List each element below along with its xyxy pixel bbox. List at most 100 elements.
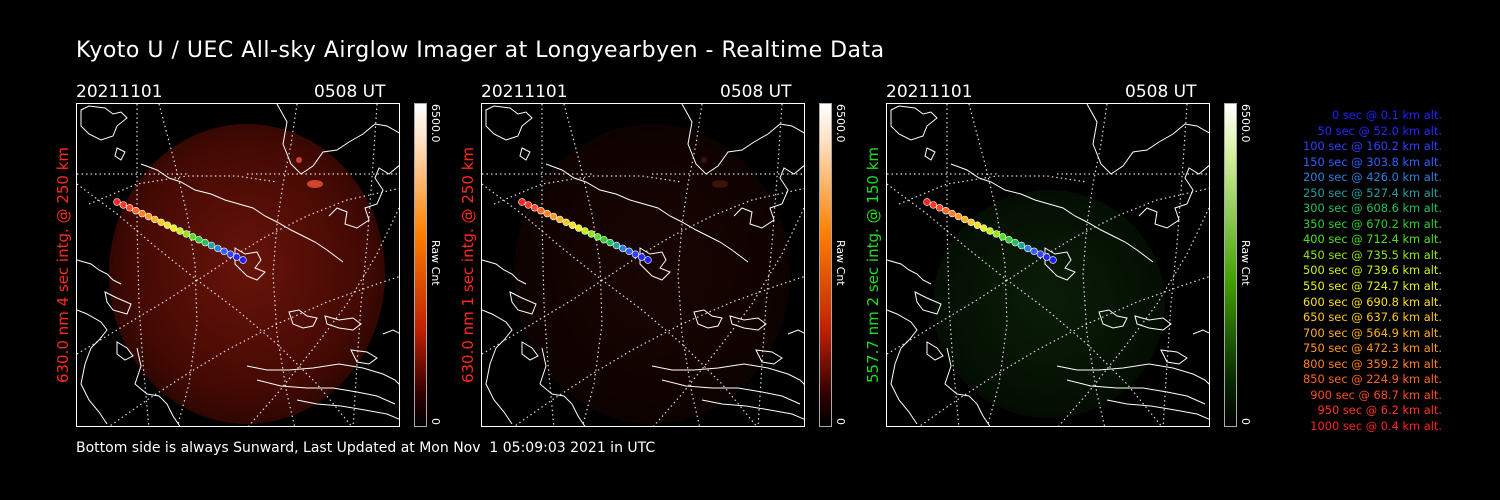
- trajectory-point: [1017, 241, 1026, 250]
- coastline: [950, 163, 1154, 263]
- legend-row: 0 sec @ 0.1 km alt.: [1332, 108, 1442, 122]
- trajectory-point: [638, 253, 646, 261]
- panel-2-time: 0508 UT: [720, 82, 792, 102]
- coastline: [485, 105, 533, 141]
- trajectory-point: [961, 215, 969, 224]
- coastline: [296, 399, 399, 420]
- trajectory-point: [619, 244, 627, 253]
- coastline: [924, 147, 936, 161]
- panel-3-time: 0508 UT: [1125, 82, 1197, 102]
- coastline: [926, 341, 944, 361]
- trajectory-point: [606, 238, 614, 247]
- coastline: [1106, 399, 1209, 420]
- legend-row: 500 sec @ 739.6 km alt.: [1303, 263, 1442, 278]
- trajectory-point: [549, 212, 558, 221]
- trajectory-point: [188, 233, 197, 241]
- coastline: [1160, 349, 1188, 365]
- trajectory-point: [929, 201, 937, 209]
- grid-line: [77, 183, 353, 426]
- legend-row: 950 sec @ 6.2 km alt.: [1317, 403, 1442, 418]
- trajectory-point: [644, 256, 652, 264]
- panel-2-svg: [482, 104, 804, 426]
- coastline: [1098, 309, 1128, 329]
- legend-row: 250 sec @ 527.4 km alt.: [1303, 185, 1442, 200]
- trajectory-point: [587, 230, 596, 238]
- trajectory-point: [1024, 244, 1032, 253]
- legend-row: 200 sec @ 426.0 km alt.: [1303, 170, 1442, 185]
- legend-row: 600 sec @ 690.8 km alt.: [1303, 294, 1442, 309]
- trajectory-point: [581, 227, 589, 235]
- legend-row: 750 sec @ 472.3 km alt.: [1303, 341, 1442, 356]
- trajectory-point: [986, 227, 994, 235]
- panel-2-cbar-unit: Raw Cnt: [834, 240, 847, 286]
- coastline: [288, 309, 318, 329]
- coastline: [914, 291, 942, 315]
- coastline: [519, 147, 531, 161]
- trajectory-point: [144, 212, 153, 221]
- coastline: [661, 379, 801, 405]
- trajectory-point: [948, 209, 956, 218]
- trajectory-point: [176, 227, 184, 235]
- trajectory-point: [201, 238, 209, 247]
- trajectory-point: [132, 206, 140, 215]
- trajectory-point: [1049, 256, 1057, 264]
- coastline: [80, 105, 128, 141]
- trajectory-point: [967, 218, 975, 227]
- legend-row: 150 sec @ 303.8 km alt.: [1303, 154, 1442, 169]
- grid-line: [482, 187, 804, 355]
- coastline: [1066, 379, 1206, 405]
- legend-row: 800 sec @ 359.2 km alt.: [1303, 356, 1442, 371]
- coastline: [787, 329, 804, 335]
- grid-line: [108, 276, 399, 426]
- trajectory-point: [973, 221, 982, 229]
- coastline: [521, 341, 539, 361]
- panel-1-date: 20211101: [76, 82, 163, 102]
- trajectory-point: [214, 244, 222, 253]
- grid-line: [77, 187, 399, 355]
- airglow-field: [514, 124, 790, 424]
- coastline: [234, 247, 266, 281]
- coastline: [1086, 104, 1209, 175]
- coastline: [887, 309, 918, 425]
- trajectory-point: [530, 204, 539, 212]
- coastline: [77, 259, 122, 285]
- trajectory-point: [239, 256, 247, 264]
- coastline: [509, 291, 537, 315]
- trajectory-point: [518, 198, 526, 206]
- grid-line: [652, 206, 804, 426]
- trajectory-point: [233, 253, 241, 261]
- coastline: [77, 309, 108, 425]
- grid-line: [887, 187, 1209, 355]
- panel-1-cbar-max: 6500.0: [429, 104, 442, 143]
- coastline: [639, 247, 671, 281]
- panel-2-ylabel: 630.0 nm 1 sec intg. @ 250 km: [459, 146, 477, 384]
- panel-1-cbar-min: 0: [429, 418, 442, 425]
- panel-1-ylabel: 630.0 nm 4 sec intg. @ 250 km: [54, 146, 72, 384]
- coastline: [1134, 315, 1172, 331]
- trajectory-point: [113, 198, 121, 206]
- trajectory-point: [138, 209, 146, 218]
- coastline: [350, 349, 378, 365]
- trajectory-point: [543, 209, 551, 218]
- grid-line: [757, 104, 783, 426]
- coastline: [539, 347, 586, 426]
- trajectory-point: [157, 218, 165, 227]
- trajectory-point: [998, 233, 1007, 241]
- trajectory-point: [169, 224, 178, 232]
- coastline: [651, 363, 804, 385]
- panel-2-cbar-max: 6500.0: [834, 104, 847, 143]
- grid-line: [158, 104, 198, 426]
- trajectory-point: [151, 215, 159, 224]
- coastline: [693, 309, 723, 329]
- panel-3-ylabel: 557.7 nm 2 sec intg. @ 150 km: [864, 146, 882, 384]
- coastline: [324, 315, 362, 331]
- coastline: [545, 163, 749, 263]
- trajectory-point: [207, 241, 216, 250]
- coastline: [887, 259, 932, 285]
- trajectory-point: [935, 204, 944, 212]
- grid-line: [968, 104, 1008, 426]
- panel-3-cbar-max: 6500.0: [1239, 104, 1252, 143]
- panel-3-svg: [887, 104, 1209, 426]
- trajectory-point: [1036, 250, 1045, 258]
- coastline: [1138, 165, 1209, 229]
